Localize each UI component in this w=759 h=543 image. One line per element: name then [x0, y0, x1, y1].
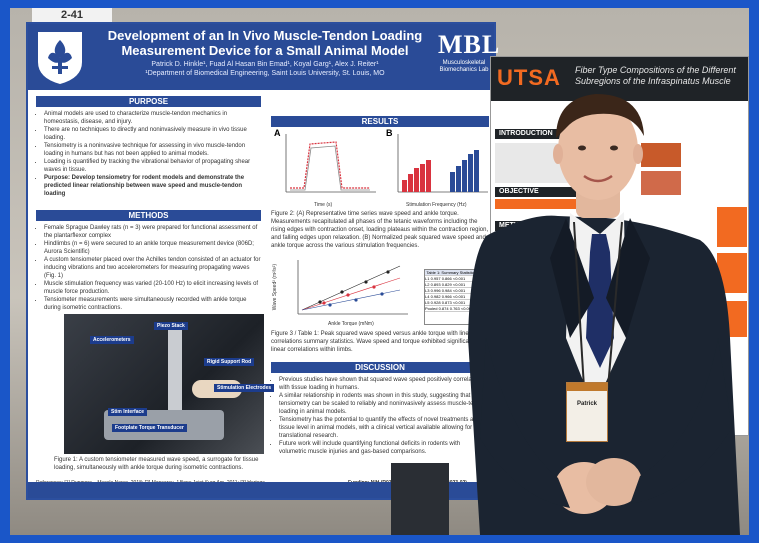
utsa-logo: UTSA: [497, 65, 561, 90]
orange-side-block: [717, 207, 747, 247]
methods-bullet: Tensiometer measurements were simultaneo…: [44, 296, 261, 312]
figure3-caption: Figure 3 / Table 1: Peak squared wave sp…: [271, 331, 475, 353]
section-heading-discussion: DISCUSSION: [271, 362, 489, 373]
right-section-introduction: INTRODUCTION: [495, 129, 585, 139]
purpose-bullet: Animal models are used to characterize m…: [44, 110, 261, 126]
panel-letter-b: B: [386, 128, 393, 138]
photo-label: Footplate Torque Transducer: [112, 424, 187, 432]
discussion-list: Previous studies have shown that squared…: [271, 376, 489, 456]
section-heading-results: RESULTS: [271, 116, 489, 127]
poster-header: Development of an In Vivo Muscle-Tendon …: [28, 24, 501, 90]
figure2-caption: Figure 2: (A) Representative time series…: [271, 211, 489, 249]
photo-label: Rigid Support Rod: [204, 358, 255, 366]
orange-highlight-bar: [495, 199, 585, 209]
background-person-legs: [391, 463, 449, 535]
research-poster-left: Development of an In Vivo Muscle-Tendon …: [26, 22, 501, 500]
section-heading-methods: METHODS: [36, 210, 261, 221]
bar-chart: [397, 134, 488, 193]
right-poster-title: Fiber Type Compositions of the Different…: [575, 65, 736, 86]
table-row: L1 0.957 0.866 <0.001: [425, 276, 477, 282]
methods-bullet: Hindlimbs (n = 6) were secured to an ank…: [44, 240, 261, 256]
discussion-bullet: Previous studies have shown that squared…: [279, 376, 489, 392]
badge-stripe: [567, 383, 607, 391]
section-heading-purpose: PURPOSE: [36, 96, 261, 107]
scatter-chart: [297, 260, 408, 315]
tissue-image: [641, 171, 681, 195]
methods-bullet: Muscle stimulation frequency was varied …: [44, 280, 261, 296]
conference-photo: 2-41 Development of an In Vivo Muscle-Te…: [10, 8, 749, 535]
poster-footer-bar: [28, 482, 494, 498]
photo-label: Stimulation Electrodes: [214, 384, 275, 392]
scatter-xlabel: Ankle Torque (mNm): [328, 321, 374, 327]
discussion-bullet: Tensiometry has the potential to quantif…: [279, 416, 489, 440]
support-rod: [168, 324, 182, 434]
discussion-bullet: Future work will include quantifying fun…: [279, 440, 489, 456]
poster-authors: Patrick D. Hinkle¹, Fuad Al Hasan Bin Em…: [90, 60, 440, 78]
purpose-bullet: Loading is quantified by tracking the vi…: [44, 158, 261, 174]
methods-list: Female Sprague Dawley rats (n = 3) were …: [36, 224, 261, 312]
methods-bullet: A custom tensiometer placed over the Ach…: [44, 256, 261, 280]
poster-title: Development of an In Vivo Muscle-Tendon …: [107, 28, 423, 58]
table-row: L4 0.982 0.966 <0.001: [425, 294, 477, 300]
table-row: L2 0.893 0.829 <0.001: [425, 282, 477, 288]
author-list: Patrick D. Hinkle¹, Fuad Al Hasan Bin Em…: [151, 61, 379, 68]
chart-b-xlabel: Stimulation Frequency (Hz): [406, 202, 467, 208]
methods-bullet: Female Sprague Dawley rats (n = 3) were …: [44, 224, 261, 240]
name-badge: Patrick: [566, 382, 608, 442]
tissue-image: [641, 143, 681, 167]
table-row: Pooled 0.874 0.763 <0.001: [425, 306, 477, 312]
university-crest-icon: [38, 32, 82, 84]
purpose-statement: Purpose: Develop tensiometry for rodent …: [44, 174, 261, 198]
badge-name: Patrick: [576, 401, 597, 407]
photo-label: Stim Interface: [108, 408, 148, 416]
figure1-caption: Figure 1: A custom tensiometer measured …: [54, 457, 259, 471]
booth-number-card: 2-41: [32, 8, 112, 22]
photo-label: Piezo Stack: [154, 322, 188, 330]
lab-logo: MBL Musculoskeletal Biomechanics Lab: [438, 30, 501, 86]
chart-a-xlabel: Time (s): [314, 202, 333, 208]
panel-letter-a: A: [274, 128, 281, 138]
purpose-list: Animal models are used to characterize m…: [36, 110, 261, 198]
right-section-objective: OBJECTIVE: [495, 187, 585, 197]
right-poster-header: UTSA Fiber Type Compositions of the Diff…: [491, 57, 748, 101]
affiliation: ¹Department of Biomedical Engineering, S…: [145, 70, 385, 77]
discussion-bullet: A similar relationship in rodents was sh…: [279, 392, 489, 416]
photo-label: Accelerometers: [90, 336, 134, 344]
presenter-person: [468, 94, 740, 535]
lab-name: Musculoskeletal Biomechanics Lab: [439, 60, 489, 73]
table-row: L5 0.928 0.873 <0.001: [425, 300, 477, 306]
purpose-bullet: Tensiometry is a noninvasive technique f…: [44, 142, 261, 158]
lab-logo-text: MBL: [438, 30, 501, 59]
table-row: L3 0.996 0.984 <0.001: [425, 288, 477, 294]
purpose-bullet: There are no techniques to directly and …: [44, 126, 261, 142]
table-title: Table 1: Summary Statistics: [425, 270, 477, 276]
time-series-chart: [285, 134, 376, 193]
